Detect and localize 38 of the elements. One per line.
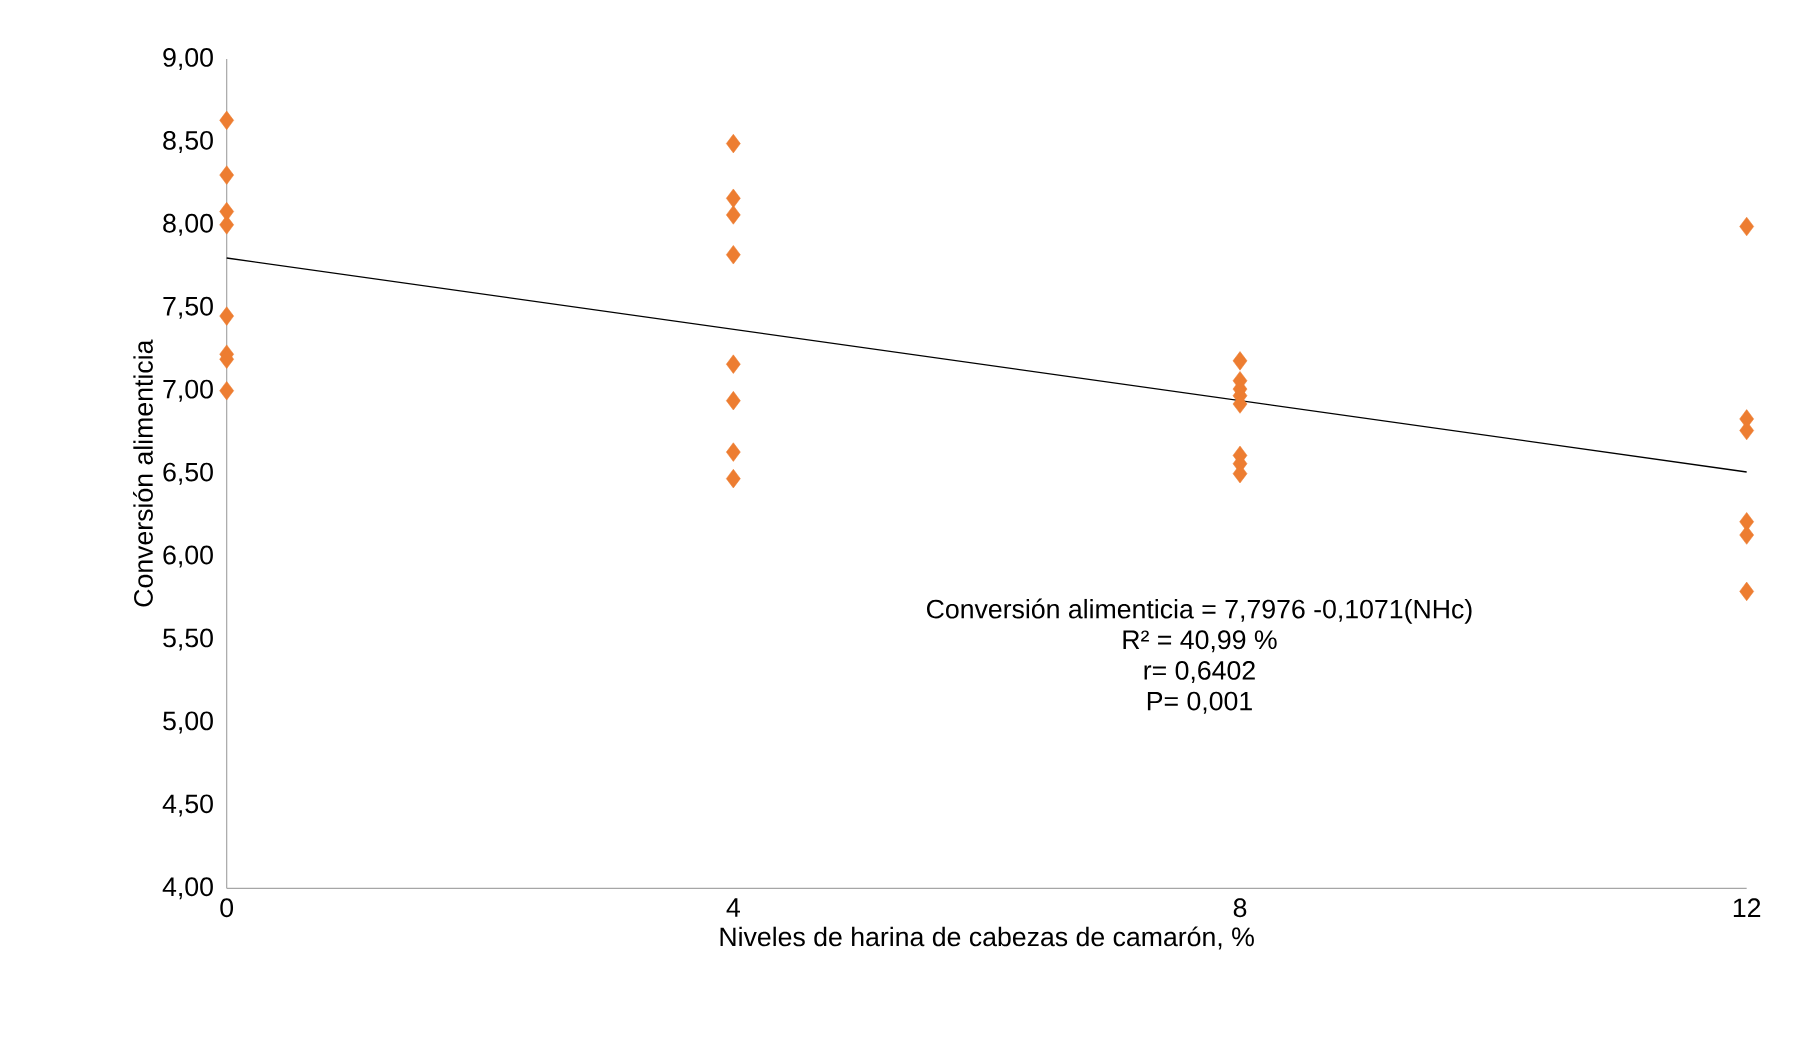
point (219, 306, 234, 326)
point (726, 469, 741, 489)
point (726, 188, 741, 208)
point (1739, 525, 1754, 545)
annotation: R² = 40,99 % (1123, 630, 1277, 653)
x-tick-label: 0 (220, 898, 234, 918)
point (726, 391, 741, 411)
y-tick-label: 7,50 (163, 296, 213, 319)
point (219, 381, 234, 401)
point (219, 215, 234, 235)
y-tick-label: 6,00 (163, 545, 213, 568)
y-tick-label: 9,00 (163, 47, 213, 70)
y-tick-label: 5,00 (163, 711, 213, 734)
annotation: P= 0,001 (1147, 691, 1252, 714)
point (726, 354, 741, 374)
point (1739, 216, 1754, 237)
point (726, 245, 741, 265)
x-tick-label: 8 (1233, 898, 1247, 918)
point (1739, 581, 1754, 602)
y-axis-title: Conversión alimenticia (133, 339, 153, 607)
point (726, 133, 741, 154)
y-tick-label: 8,50 (163, 130, 213, 153)
y-tick-label: 6,50 (163, 462, 213, 485)
y-tick-label: 5,50 (163, 628, 213, 651)
annotation: Conversión alimenticia = 7,7976 -0,1071(NHc) (926, 598, 1472, 624)
x-tick-label: 12 (1733, 898, 1761, 917)
point (1232, 351, 1248, 371)
y-tick-label: 8,00 (163, 213, 213, 236)
point (219, 110, 234, 130)
x-tick-label: 4 (726, 898, 740, 917)
annotation: r= 0,6402 (1144, 660, 1255, 683)
x-axis-title: Niveles de harina de cabezas de camarón, % (720, 926, 1254, 950)
point (219, 165, 234, 185)
point (726, 205, 741, 225)
point (726, 442, 741, 462)
y-tick-label: 4,50 (162, 794, 213, 817)
y-tick-label: 7,00 (163, 379, 213, 402)
y-tick-label: 4,00 (162, 877, 213, 900)
